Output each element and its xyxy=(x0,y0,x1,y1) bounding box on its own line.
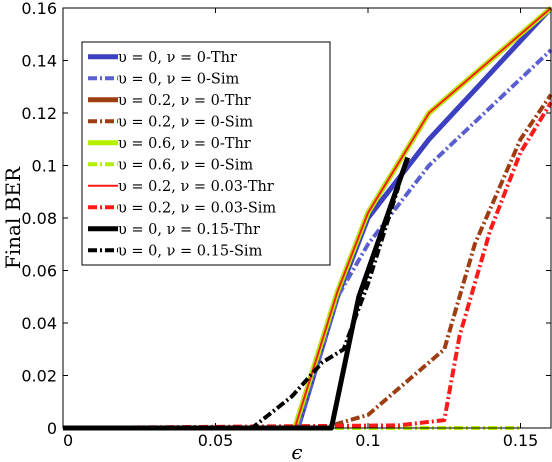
y-tick-label: 0.12 xyxy=(21,104,57,123)
legend-label-7: υ = 0.2, ν = 0.03-Thr xyxy=(118,179,274,195)
y-tick-label: 0.08 xyxy=(21,209,57,228)
y-tick-label: 0.06 xyxy=(21,262,57,281)
legend-label-3: υ = 0.2, ν = 0-Thr xyxy=(118,93,251,109)
tick-layer: 0 0.05 0.1 0.15 0 0.02 0.04 0.06 0.08 0.1 0.12 0.14… xyxy=(21,0,551,450)
x-tick-label: 0.15 xyxy=(503,431,539,450)
legend-label-2: υ = 0, ν = 0-Sim xyxy=(118,71,240,87)
y-tick-label: 0.1 xyxy=(32,157,57,176)
legend-label-5: υ = 0.6, ν = 0-Thr xyxy=(118,136,251,152)
series-line-8 xyxy=(62,101,552,430)
legend: υ = 0, ν = 0-Thr υ = 0, ν = 0-Sim υ = 0.2,… xyxy=(81,41,331,266)
y-tick-label: 0.16 xyxy=(21,0,57,18)
legend-label-10: υ = 0, ν = 0.15-Sim xyxy=(118,243,263,259)
y-axis-label: Final BER xyxy=(1,166,25,269)
y-tick-label: 0 xyxy=(47,419,57,438)
legend-label-1: υ = 0, ν = 0-Thr xyxy=(118,50,237,66)
y-tick-label: 0.04 xyxy=(21,314,57,333)
legend-label-9: υ = 0, ν = 0.15-Thr xyxy=(118,222,260,238)
legend-label-8: υ = 0.2, ν = 0.03-Sim xyxy=(118,200,276,216)
y-tick-label: 0.14 xyxy=(21,52,57,71)
y-tick-label: 0.02 xyxy=(21,367,57,386)
x-tick-label: 0.05 xyxy=(198,431,234,450)
x-tick-label: 0.1 xyxy=(355,431,380,450)
legend-box xyxy=(81,41,331,266)
legend-label-6: υ = 0.6, ν = 0-Sim xyxy=(118,157,253,173)
x-tick-label: 0 xyxy=(63,431,73,450)
legend-label-4: υ = 0.2, ν = 0-Sim xyxy=(118,114,253,130)
x-axis-label: ϵ xyxy=(291,440,302,462)
